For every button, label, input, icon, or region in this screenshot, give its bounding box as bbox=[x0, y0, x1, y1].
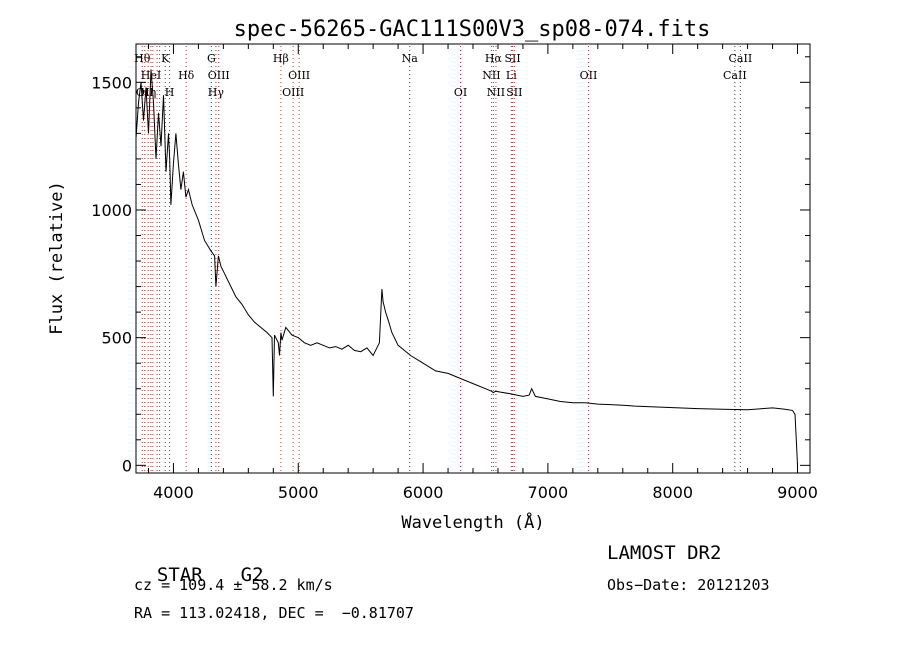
spectral-line-label: OIII bbox=[288, 69, 310, 82]
spectral-line-label: G bbox=[207, 52, 216, 65]
spectral-line-label: K bbox=[161, 52, 170, 65]
spectral-line-label: Li bbox=[506, 69, 517, 82]
object-class-label: STAR bbox=[156, 564, 203, 586]
y-tick-label: 0 bbox=[122, 456, 132, 475]
spectral-line-label: H bbox=[165, 86, 175, 99]
x-tick-label: 4000 bbox=[153, 483, 194, 502]
object-subclass: G2 bbox=[240, 564, 264, 586]
x-axis-label: Wavelength (Å) bbox=[401, 511, 544, 533]
x-tick-label: 7000 bbox=[528, 483, 569, 502]
spectral-line-label: Na bbox=[402, 52, 419, 65]
coordinates-text: RA = 113.02418, DEC = −0.81707 bbox=[134, 604, 414, 622]
spectral-line-label: OI bbox=[454, 86, 467, 99]
chart-title: spec-56265-GAC111S00V3_sp08-074.fits bbox=[234, 17, 711, 42]
spectral-line-label: OIII bbox=[282, 86, 304, 99]
x-tick-label: 8000 bbox=[652, 483, 693, 502]
survey-name: LAMOST DR2 bbox=[607, 542, 722, 564]
spectrum-line bbox=[135, 69, 798, 466]
y-axis-label: Flux (relative) bbox=[47, 181, 67, 335]
spectral-line-label: Hβ bbox=[273, 52, 289, 65]
spectral-line-label: NII bbox=[487, 86, 505, 99]
spectral-line-label: CaII bbox=[723, 69, 747, 82]
spectral-line-label: Hδ bbox=[178, 69, 195, 82]
y-tick-label: 1500 bbox=[91, 73, 132, 92]
object-class: STAR G2 bbox=[134, 542, 264, 586]
spectral-line-label: CaII bbox=[729, 52, 753, 65]
axes: 4000 5000 6000 7000 8000 9000 0 500 1000 1500 bbox=[91, 44, 818, 502]
observation-date: Obs−Date: 20121203 bbox=[607, 576, 770, 594]
y-tick-label: 500 bbox=[101, 329, 132, 348]
spectral-line-label: SII bbox=[504, 52, 520, 65]
spectral-line-label: OIII bbox=[208, 69, 230, 82]
spectral-line-label: Hθ bbox=[134, 52, 151, 65]
x-tick-label: 5000 bbox=[278, 483, 319, 502]
spectral-line-label: SII bbox=[506, 86, 522, 99]
spectral-line-markers: HθOIIHηHeIKHHδGHγOIIIHβOIIIOIIINaOINIIHα… bbox=[134, 46, 752, 473]
redshift-text: cz = 109.4 ± 58.2 km/s bbox=[134, 576, 333, 594]
spectral-line-label: Hγ bbox=[208, 86, 225, 99]
x-tick-label: 9000 bbox=[777, 483, 818, 502]
y-tick-label: 1000 bbox=[91, 201, 132, 220]
spectral-line-label: OII bbox=[580, 69, 598, 82]
spectral-line-label: NII bbox=[482, 69, 500, 82]
spectral-line-label: Hα bbox=[485, 52, 503, 65]
x-tick-label: 6000 bbox=[403, 483, 444, 502]
